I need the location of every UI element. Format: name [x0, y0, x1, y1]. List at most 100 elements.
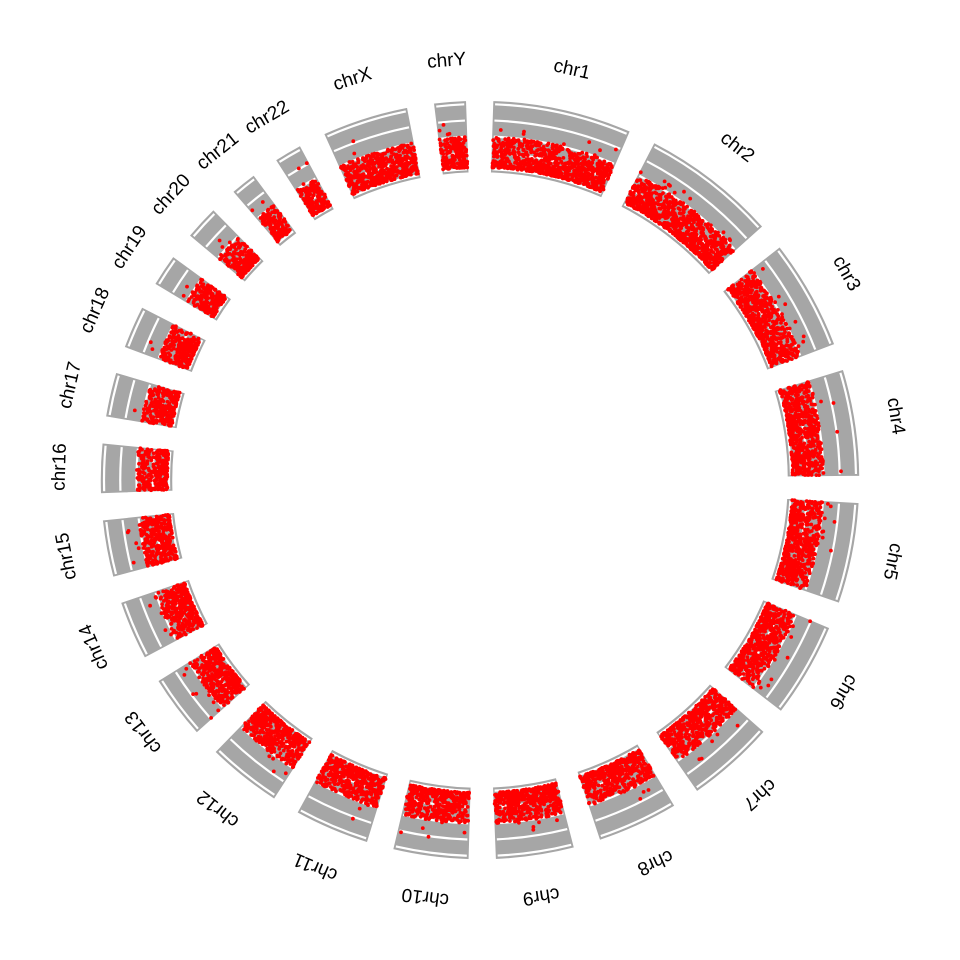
data-point: [492, 141, 497, 146]
data-point: [695, 244, 700, 249]
data-point: [802, 581, 807, 586]
data-point: [749, 284, 754, 289]
data-point: [574, 180, 579, 184]
data-point: [534, 161, 539, 166]
data-point: [786, 401, 791, 406]
data-point: [692, 214, 697, 219]
data-point: [807, 384, 812, 388]
data-point: [574, 154, 579, 158]
data-point: [598, 148, 602, 153]
data-point: [736, 285, 741, 290]
data-point: [672, 741, 676, 746]
data-point: [586, 181, 591, 186]
data-point: [808, 537, 813, 542]
data-point: [580, 150, 585, 155]
data-point: [763, 640, 768, 645]
data-point: [607, 169, 612, 173]
data-point: [766, 354, 771, 358]
data-point: [542, 158, 547, 163]
data-point: [594, 175, 598, 180]
data-point: [705, 732, 710, 737]
data-point: [765, 643, 769, 648]
data-point: [547, 168, 552, 172]
data-point: [761, 661, 766, 665]
data-point: [807, 426, 811, 431]
data-point: [774, 608, 779, 613]
data-point: [608, 791, 613, 796]
data-point: [685, 721, 690, 725]
data-point: [739, 295, 744, 299]
data-point: [813, 402, 817, 407]
data-point: [707, 692, 711, 696]
data-point: [785, 551, 790, 556]
data-point: [794, 508, 799, 513]
data-point: [788, 439, 793, 443]
data-point: [516, 166, 521, 171]
data-point: [788, 544, 792, 549]
data-point: [647, 775, 652, 779]
data-point: [763, 636, 767, 641]
data-point: [680, 741, 685, 746]
data-point: [690, 729, 695, 734]
data-point: [636, 755, 641, 760]
data-point: [798, 418, 802, 423]
data-point: [646, 788, 651, 792]
data-point: [810, 392, 815, 397]
data-point: [671, 207, 676, 212]
data-point: [508, 162, 513, 167]
data-point: [700, 219, 705, 223]
data-point: [619, 768, 623, 773]
data-point: [792, 416, 797, 420]
data-point: [587, 140, 592, 145]
data-point: [647, 188, 652, 192]
data-point: [788, 428, 792, 433]
data-point: [724, 240, 728, 245]
data-point: [660, 736, 664, 741]
data-point: [496, 138, 501, 142]
sector-label: chr3: [828, 252, 864, 295]
data-point: [596, 171, 601, 176]
data-point: [790, 549, 795, 553]
data-point: [773, 310, 778, 315]
data-point: [769, 677, 774, 682]
data-point: [800, 395, 804, 400]
data-point: [806, 457, 811, 462]
data-point: [765, 335, 770, 340]
data-point: [800, 444, 805, 448]
data-point: [564, 173, 568, 177]
data-point: [765, 658, 770, 662]
sector-label: chr2: [716, 128, 758, 167]
data-point: [770, 613, 774, 618]
data-point: [503, 156, 508, 161]
data-point: [602, 174, 607, 179]
data-point: [798, 571, 803, 576]
data-point: [679, 727, 683, 731]
data-point: [522, 163, 527, 168]
data-point: [556, 161, 561, 166]
data-point: [760, 342, 765, 347]
data-point: [819, 456, 824, 461]
data-point: [711, 233, 715, 238]
data-point: [595, 155, 599, 160]
data-point: [712, 695, 717, 700]
data-point: [692, 220, 696, 225]
data-point: [785, 655, 790, 660]
data-point: [805, 411, 809, 415]
data-point: [499, 164, 504, 169]
data-point: [702, 710, 706, 715]
data-point: [545, 143, 550, 148]
sector-label: chr5: [879, 541, 907, 581]
data-point: [671, 231, 675, 236]
data-point: [793, 575, 798, 580]
data-point: [642, 761, 647, 766]
data-point: [787, 326, 792, 331]
data-point: [722, 251, 726, 256]
data-point: [773, 326, 778, 331]
data-point: [592, 786, 597, 791]
data-point: [791, 513, 795, 518]
data-point: [794, 502, 798, 506]
data-point: [775, 317, 780, 322]
data-point: [680, 746, 684, 751]
data-point: [690, 710, 694, 715]
